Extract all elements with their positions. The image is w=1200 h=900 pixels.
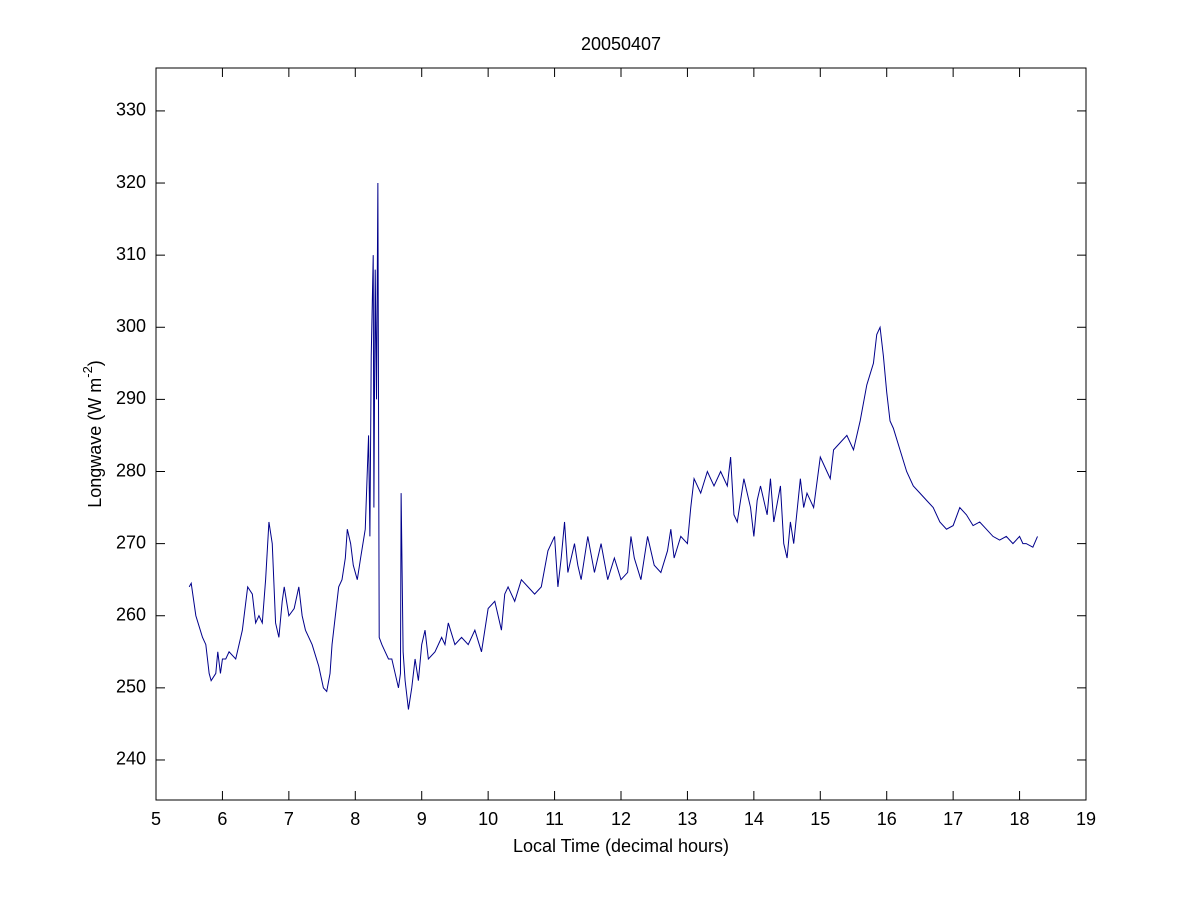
y-tick-label: 320: [116, 172, 146, 192]
y-axis-label-sup: -2: [80, 366, 95, 378]
x-tick-label: 5: [151, 809, 161, 829]
x-tick-label: 17: [943, 809, 963, 829]
y-axis-label-main: Longwave (W m: [85, 378, 105, 508]
x-tick-label: 16: [877, 809, 897, 829]
y-axis-label: Longwave (W m-2): [80, 360, 104, 508]
x-tick-label: 11: [545, 809, 564, 829]
plot-area: [155, 67, 1087, 801]
x-axis-label: Local Time (decimal hours): [513, 836, 729, 856]
x-tick-label: 14: [744, 809, 764, 829]
x-tick-label: 13: [677, 809, 697, 829]
y-tick-label: 300: [116, 316, 146, 336]
y-tick-label: 330: [116, 100, 146, 120]
x-tick-label: 12: [611, 809, 631, 829]
y-tick-label: 310: [116, 244, 146, 264]
x-tick-label: 6: [217, 809, 227, 829]
y-tick-label: 280: [116, 460, 146, 480]
data-line: [188, 183, 1038, 710]
x-tick-label: 7: [284, 809, 294, 829]
x-tick-label: 15: [810, 809, 830, 829]
x-tick-label: 18: [1010, 809, 1030, 829]
y-axis-label-end: ): [85, 360, 105, 366]
y-tick-label: 250: [116, 677, 146, 697]
y-tick-label: 260: [116, 604, 146, 624]
x-tick-label: 10: [478, 809, 498, 829]
x-tick-label: 9: [417, 809, 427, 829]
chart-title: 20050407: [581, 34, 661, 54]
x-tick-label: 19: [1076, 809, 1096, 829]
x-tick-label: 8: [350, 809, 360, 829]
y-tick-label: 240: [116, 749, 146, 769]
y-tick-label: 290: [116, 388, 146, 408]
y-tick-label: 270: [116, 532, 146, 552]
